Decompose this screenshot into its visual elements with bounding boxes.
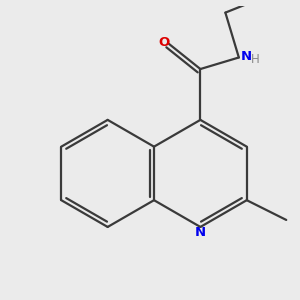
Text: H: H — [250, 53, 259, 66]
Text: N: N — [195, 226, 206, 239]
Text: N: N — [241, 50, 252, 63]
Text: O: O — [159, 36, 170, 49]
